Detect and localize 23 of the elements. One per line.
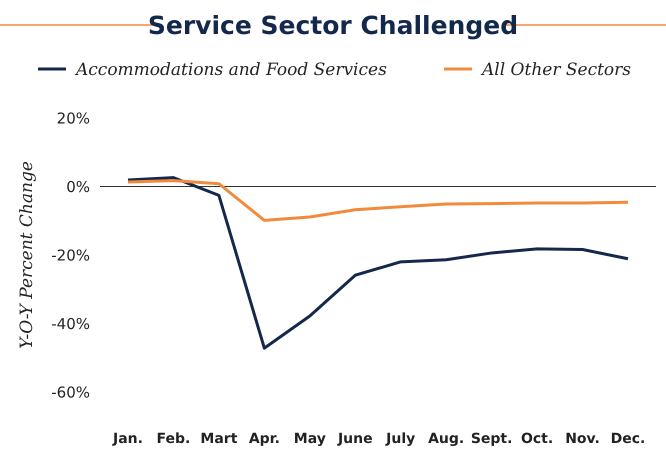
x-tick-label: Mart — [200, 431, 238, 447]
x-tick-label: Apr. — [248, 431, 280, 447]
x-tick-label: June — [336, 431, 373, 447]
legend-label: All Other Sectors — [480, 60, 632, 80]
x-tick-label: July — [385, 431, 416, 447]
x-tick-label: Aug. — [428, 431, 464, 447]
x-tick-label: Sept. — [470, 431, 512, 447]
legend-label: Accommodations and Food Services — [74, 60, 388, 80]
x-tick-label: Nov. — [565, 431, 600, 447]
chart-title: Service Sector Challenged — [148, 11, 518, 40]
y-tick-label: 20% — [56, 109, 90, 128]
line-series — [126, 179, 630, 222]
y-tick-label: -20% — [51, 246, 90, 264]
line-series — [126, 176, 630, 350]
x-tick-label: Feb. — [156, 431, 190, 447]
x-tick-label: Oct. — [520, 431, 554, 447]
y-tick-label: -60% — [51, 383, 90, 402]
y-axis-title: Y-O-Y Percent Change — [17, 161, 37, 349]
y-tick-label: -40% — [51, 314, 90, 333]
x-tick-label: Dec. — [610, 431, 646, 447]
x-tick-label: Jan. — [112, 431, 143, 447]
y-tick-label: 0% — [66, 178, 90, 196]
x-tick-label: May — [294, 431, 326, 447]
